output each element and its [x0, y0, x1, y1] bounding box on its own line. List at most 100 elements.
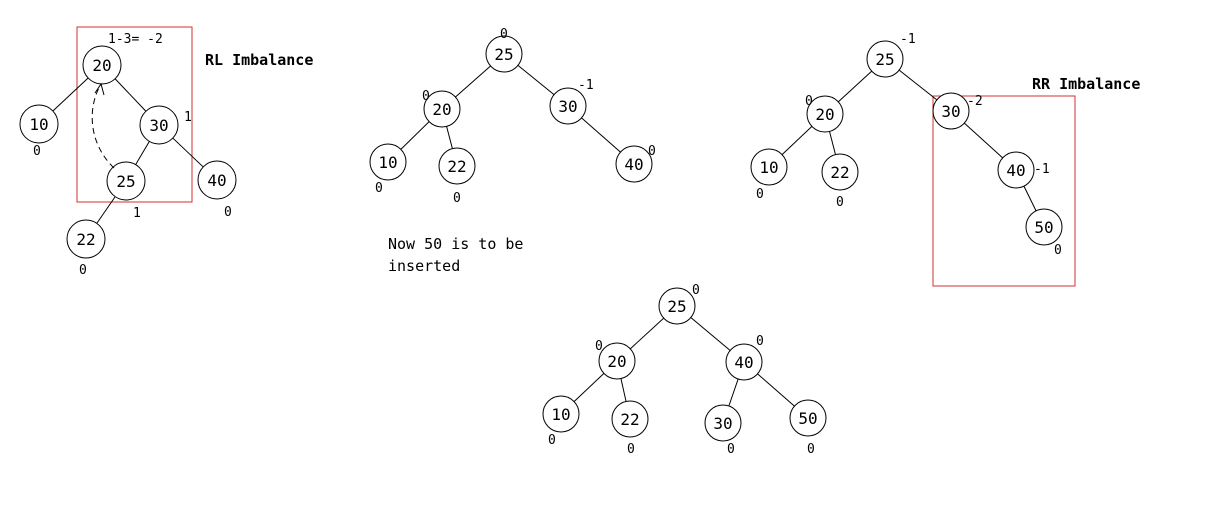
node-value: 20 [815, 105, 834, 124]
t3-edge-n20-n10 [781, 126, 813, 155]
balance-factor: 1 [184, 110, 192, 125]
node-circle [611, 400, 649, 438]
node-value: 22 [620, 410, 639, 429]
t1-node-25: 25 1 [106, 161, 146, 221]
node-value: 20 [432, 100, 451, 119]
node-circle [1025, 208, 1063, 246]
balance-factor: 0 [805, 94, 813, 109]
node-circle [750, 148, 788, 186]
t4-node-10: 10 0 [542, 395, 580, 448]
node-circle [704, 404, 742, 442]
t2-edge-n20-n22 [446, 126, 453, 149]
balance-factor: -2 [967, 94, 983, 109]
node-circle [598, 342, 636, 380]
t3-edge-n25-n30 [898, 69, 938, 101]
balance-factor: 0 [756, 334, 764, 349]
node-circle [197, 160, 237, 200]
t3-node-10: 10 0 [750, 148, 788, 202]
t1-edge-n20-n10 [52, 77, 89, 112]
node-circle [423, 90, 461, 128]
t1-edge-n25-n22 [96, 196, 116, 224]
node-circle [485, 35, 523, 73]
node-value: 40 [207, 171, 226, 190]
node-value: 30 [713, 414, 732, 433]
node-value: 22 [76, 230, 95, 249]
t2-node-20: 200 [422, 89, 461, 128]
t3-edge-n25-n20 [837, 70, 873, 103]
node-value: 30 [941, 102, 960, 121]
balance-factor: 0 [756, 187, 764, 202]
t2-edge-n20-n10 [400, 121, 430, 150]
node-value: 25 [875, 50, 894, 69]
t2-node-25: 250 [485, 27, 523, 73]
node-value: 10 [29, 115, 48, 134]
t1-node-10: 10 0 [19, 104, 59, 159]
balance-factor: 0 [1054, 243, 1062, 258]
t2-edge-n30-n40 [581, 117, 621, 153]
node-value: 50 [1034, 218, 1053, 237]
node-circle [806, 95, 844, 133]
node-circle [369, 143, 407, 181]
node-circle [542, 395, 580, 433]
node-circle [866, 40, 904, 78]
t1-node-20: 20 [82, 45, 122, 85]
t4-edge-n20-n22 [620, 378, 627, 402]
t3-edge-n30-n40 [963, 122, 1004, 159]
t2-node-40: 40 0 [615, 144, 656, 183]
t3-node-20: 200 [805, 94, 844, 133]
insertion-note-line2: inserted [388, 257, 460, 275]
node-value: 25 [667, 297, 686, 316]
balance-factor: -1 [900, 32, 916, 47]
t3-edge-n20-n22 [829, 131, 836, 155]
node-circle [438, 147, 476, 185]
balance-factor: -1 [1034, 162, 1050, 177]
t4-edge-n25-n20 [629, 317, 665, 350]
t4-edge-n40-n50 [757, 373, 795, 407]
t1-node-22: 22 0 [66, 219, 106, 278]
t3-node-22: 22 0 [821, 153, 859, 210]
t4-node-50: 50 0 [789, 399, 827, 457]
node-circle [658, 287, 696, 325]
t3-edge-n40-n50 [1023, 185, 1037, 212]
t4-node-40: 400 [725, 334, 764, 381]
balance-factor: -1 [578, 78, 594, 93]
node-value: 25 [116, 172, 135, 191]
t3-node-40: 40 -1 [997, 151, 1050, 189]
balance-factor: 0 [375, 181, 383, 196]
node-circle [549, 87, 587, 125]
balance-factor: 0 [500, 27, 508, 42]
t4-node-30: 30 0 [704, 404, 742, 457]
balance-factor: 0 [79, 263, 87, 278]
t1-edge-n30-n40 [172, 137, 204, 168]
node-value: 40 [1006, 161, 1025, 180]
balance-factor: 0 [807, 442, 815, 457]
node-value: 20 [92, 56, 111, 75]
t1-node-30: 30 1 [139, 105, 192, 145]
node-value: 10 [759, 158, 778, 177]
node-circle [821, 153, 859, 191]
t4-edge-n25-n40 [690, 317, 731, 351]
node-circle [725, 343, 763, 381]
t2-edge-n25-n20 [455, 65, 491, 98]
node-value: 30 [149, 116, 168, 135]
node-circle [139, 105, 179, 145]
balance-factor: 0 [422, 89, 430, 104]
t1-edge-n20-n30 [114, 78, 147, 112]
t4-node-20: 20 0 [595, 339, 636, 380]
t4-node-25: 25 0 [658, 283, 700, 325]
t2-node-22: 22 0 [438, 147, 476, 206]
node-circle [82, 45, 122, 85]
balance-factor: 0 [453, 191, 461, 206]
t2-edge-n25-n30 [517, 64, 555, 96]
node-value: 40 [624, 155, 643, 174]
node-value: 25 [494, 45, 513, 64]
node-value: 22 [447, 157, 466, 176]
node-circle [997, 151, 1035, 189]
node-circle [932, 92, 970, 130]
balance-factor: 0 [692, 283, 700, 298]
node-value: 30 [558, 97, 577, 116]
node-value: 10 [378, 153, 397, 172]
rl-balance-calc: 1-3= -2 [108, 32, 163, 47]
t4-edge-n20-n10 [573, 373, 605, 402]
